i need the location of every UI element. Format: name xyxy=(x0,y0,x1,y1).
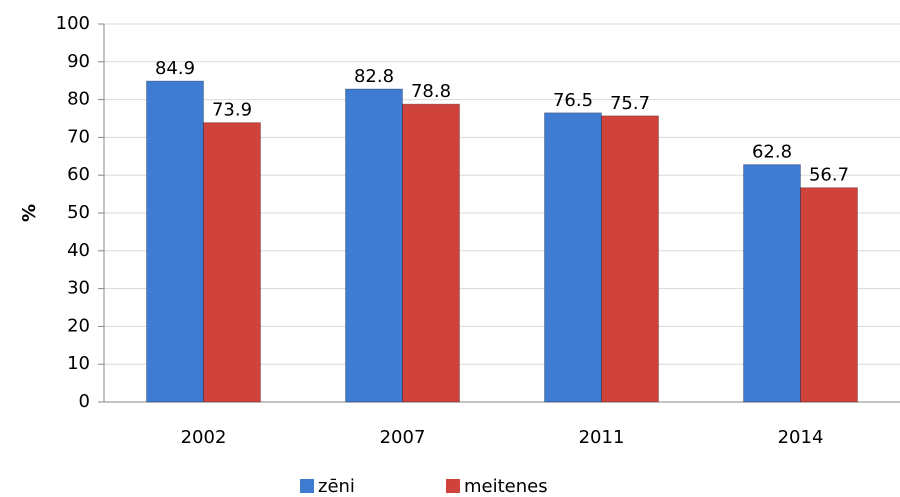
legend-label: meitenes xyxy=(464,476,548,497)
data-label: 73.9 xyxy=(212,100,252,121)
y-tick-label: 60 xyxy=(67,164,90,185)
legend-swatch xyxy=(446,479,460,493)
x-tick-label: 2014 xyxy=(778,427,824,448)
x-tick-label: 2002 xyxy=(181,427,227,448)
data-label: 75.7 xyxy=(610,93,650,114)
data-label: 84.9 xyxy=(155,58,195,79)
y-tick-label: 10 xyxy=(67,353,90,374)
y-tick-label: 20 xyxy=(67,315,90,336)
bar xyxy=(743,164,801,403)
bar xyxy=(203,122,261,403)
bar xyxy=(146,80,204,403)
data-label: 78.8 xyxy=(411,81,451,102)
data-label: 76.5 xyxy=(553,90,593,111)
data-label: 62.8 xyxy=(752,142,792,163)
data-label: 82.8 xyxy=(354,66,394,87)
bar xyxy=(601,115,659,403)
bar xyxy=(345,88,403,403)
y-tick-label: 30 xyxy=(67,278,90,299)
y-tick-label: 0 xyxy=(79,391,90,412)
bar xyxy=(544,112,602,403)
y-tick-label: 70 xyxy=(67,126,90,147)
x-tick-label: 2011 xyxy=(579,427,625,448)
legend-label: zēni xyxy=(318,476,355,497)
y-tick-label: 80 xyxy=(67,89,90,110)
data-label: 56.7 xyxy=(809,165,849,186)
y-tick-label: 40 xyxy=(67,240,90,261)
y-axis-label: % xyxy=(19,204,40,222)
bar xyxy=(402,103,460,403)
y-tick-label: 90 xyxy=(67,51,90,72)
x-tick-label: 2007 xyxy=(380,427,426,448)
y-tick-label: 50 xyxy=(67,202,90,223)
bar xyxy=(800,187,858,403)
y-tick-label: 100 xyxy=(56,13,90,34)
legend-swatch xyxy=(300,479,314,493)
